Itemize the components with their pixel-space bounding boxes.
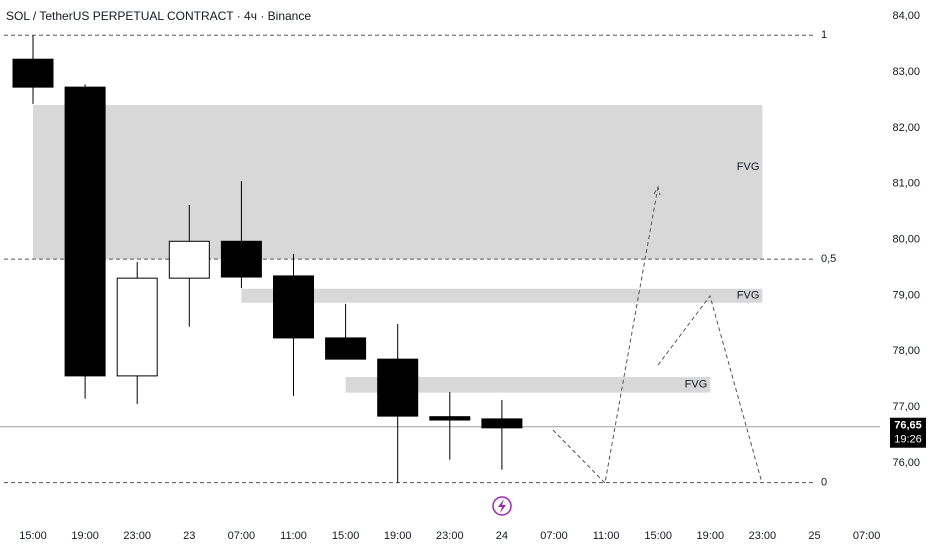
candle-body: [12, 58, 54, 88]
y-tick-label: 76,00: [892, 457, 920, 469]
x-tick-label: 23: [183, 530, 195, 542]
candle-body: [116, 277, 158, 377]
candle-body: [168, 240, 210, 279]
fib-label: 0,5: [821, 253, 836, 265]
x-tick-label: 19:00: [71, 530, 99, 542]
candle-body: [429, 416, 471, 421]
x-tick-label: 23:00: [749, 530, 777, 542]
fib-label: 0: [821, 476, 827, 488]
y-tick-label: 77,00: [892, 401, 920, 413]
x-tick-label: 15:00: [644, 530, 672, 542]
fvg-label: FVG: [685, 379, 708, 391]
fvg-zone: [241, 288, 763, 303]
candle-body: [273, 275, 314, 339]
countdown: 19:26: [894, 434, 922, 446]
projection-path: [657, 294, 763, 484]
y-tick-label: 80,00: [892, 234, 920, 246]
x-tick-label: 25: [808, 530, 820, 542]
x-tick-label: 23:00: [436, 530, 464, 542]
x-tick-label: 11:00: [593, 530, 620, 542]
x-tick-label: 07:00: [853, 530, 881, 542]
x-tick-label: 15:00: [332, 530, 360, 542]
projection-arrow: [653, 185, 661, 196]
y-tick-label: 84,00: [892, 10, 920, 22]
x-tick-label: 24: [496, 530, 508, 542]
y-tick-label: 81,00: [892, 178, 920, 190]
last-price-label: 76,65: [894, 420, 922, 432]
candle-body: [220, 240, 262, 278]
x-tick-label: 19:00: [697, 530, 725, 542]
fvg-zone: [345, 377, 711, 393]
y-tick-label: 83,00: [892, 66, 920, 78]
fvg-label: FVG: [737, 161, 760, 173]
x-tick-label: 07:00: [228, 530, 256, 542]
y-tick-label: 78,00: [892, 345, 920, 357]
x-tick-label: 11:00: [280, 530, 307, 542]
candle-body: [377, 358, 419, 417]
x-tick-label: 23:00: [123, 530, 151, 542]
x-tick-label: 19:00: [384, 530, 412, 542]
projection-path: [552, 186, 659, 485]
last-price-box: [890, 417, 926, 448]
candle-body: [325, 337, 367, 360]
x-tick-label: 15:00: [19, 530, 47, 542]
chart-title: SOL / TetherUS PERPETUAL CONTRACT · 4ч ·…: [6, 9, 311, 23]
y-tick-label: 82,00: [892, 122, 920, 134]
fib-label: 1: [821, 29, 827, 41]
candle-body: [481, 418, 523, 429]
fvg-zone: [33, 105, 763, 260]
candle-body: [64, 86, 106, 377]
fvg-label: FVG: [737, 290, 760, 302]
alert-icon: [492, 496, 512, 516]
y-tick-label: 79,00: [892, 289, 920, 301]
x-tick-label: 07:00: [540, 530, 568, 542]
